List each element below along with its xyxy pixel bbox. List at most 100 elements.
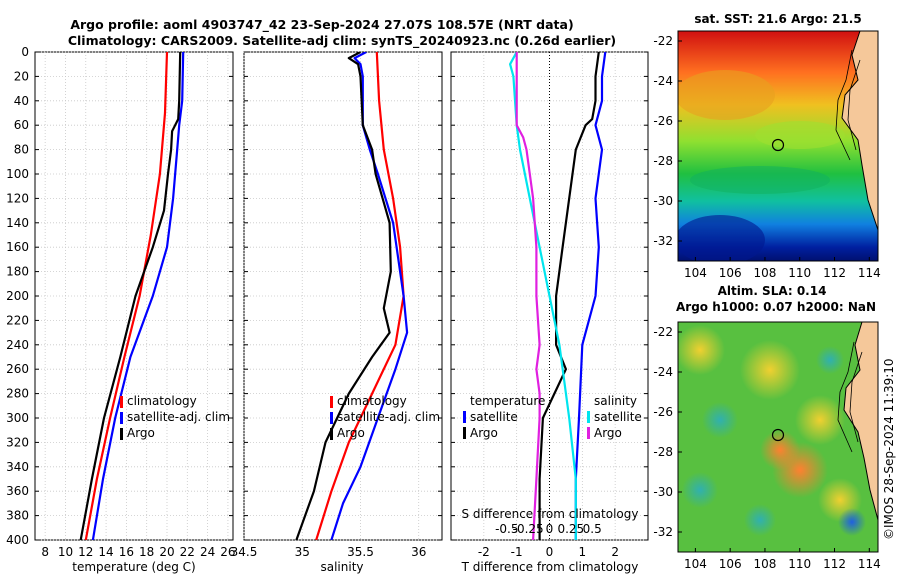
x-top-tick-label: 0.5 bbox=[583, 522, 602, 536]
x-tick-label: 0 bbox=[546, 545, 554, 559]
sla-blob bbox=[795, 395, 845, 445]
depth-tick-label: 0 bbox=[21, 45, 29, 59]
series-line-argo bbox=[295, 52, 392, 540]
x-tick-label: 35.5 bbox=[347, 545, 374, 559]
bathymetry-contour bbox=[835, 49, 853, 161]
legend-t-argo-swatch bbox=[463, 427, 466, 439]
difference-legend-salinity: salinity satellite Argo bbox=[587, 394, 642, 440]
legend-climatology-swatch bbox=[120, 396, 123, 408]
legend-argo-label: Argo bbox=[127, 426, 155, 440]
x-top-tick-label: 0.25 bbox=[557, 522, 584, 536]
series-line-satellite-adj-clim bbox=[330, 52, 409, 540]
x-tick-label: -2 bbox=[478, 545, 490, 559]
series-line-climatology bbox=[84, 52, 169, 540]
salinity-panel: 34.5 35 35.5 36 salinity climatology satell… bbox=[231, 51, 443, 574]
sla-map-frame bbox=[677, 321, 879, 553]
depth-tick-label: 180 bbox=[6, 265, 29, 279]
latitude-tick-label: -26 bbox=[653, 405, 673, 419]
difference-panel: -2 -1 0 1 2 -0.5-0.25 0 0.250.5 S difference f… bbox=[450, 51, 649, 574]
sst-map-title: sat. SST: 21.6 Argo: 21.5 bbox=[694, 12, 861, 26]
legend-t-satellite-label: satellite bbox=[470, 410, 518, 424]
depth-tick-label: 20 bbox=[14, 69, 29, 83]
depth-tick-label: 260 bbox=[6, 362, 29, 376]
argo-float-marker bbox=[771, 138, 785, 152]
x-tick-label: 10 bbox=[58, 545, 73, 559]
latitude-tick-label: -32 bbox=[653, 525, 673, 539]
legend-t-satellite-swatch bbox=[463, 411, 466, 423]
series-line-t-satellite bbox=[574, 52, 607, 540]
legend-argo-label: Argo bbox=[337, 426, 365, 440]
longitude-tick-label: 108 bbox=[754, 266, 777, 280]
sst-map-frame bbox=[677, 30, 879, 262]
x-tick-label: 16 bbox=[119, 545, 134, 559]
longitude-tick-label: 106 bbox=[719, 266, 742, 280]
sst-cold-patch bbox=[678, 215, 765, 261]
depth-tick-label: 400 bbox=[6, 533, 29, 547]
temperature-difference-label: T difference from climatology bbox=[461, 560, 639, 574]
series-line-satellite-adj-clim bbox=[91, 52, 185, 540]
x-top-tick-label: -0.5 bbox=[495, 522, 518, 536]
sla-blob bbox=[816, 346, 844, 374]
x-tick-label: 2 bbox=[611, 545, 619, 559]
depth-tick-label: 40 bbox=[14, 94, 29, 108]
latitude-tick-label: -24 bbox=[653, 74, 673, 88]
longitude-tick-label: 112 bbox=[823, 266, 846, 280]
depth-tick-label: 240 bbox=[6, 338, 29, 352]
depth-tick-label: 360 bbox=[6, 484, 29, 498]
bathymetry-contour bbox=[849, 351, 863, 443]
salinity-xlabel: salinity bbox=[320, 560, 363, 574]
depth-tick-label: 200 bbox=[6, 289, 29, 303]
depth-tick-label: 120 bbox=[6, 191, 29, 205]
sla-blob bbox=[682, 472, 718, 508]
x-tick-label: 18 bbox=[139, 545, 154, 559]
x-tick-label: 20 bbox=[159, 545, 174, 559]
imos-credit: ©IMOS 28-Sep-2024 11:39:10 bbox=[882, 358, 896, 540]
x-tick-label: 36 bbox=[411, 545, 426, 559]
australia-coastline bbox=[843, 322, 878, 521]
legend-s-satellite-label: satellite bbox=[594, 410, 642, 424]
legend-climatology-label: climatology bbox=[337, 394, 407, 408]
depth-tick-label: 280 bbox=[6, 387, 29, 401]
legend-s-argo-label: Argo bbox=[594, 426, 622, 440]
sla-blob bbox=[838, 508, 866, 536]
x-top-tick-label: 0 bbox=[546, 522, 554, 536]
latitude-tick-label: -30 bbox=[653, 194, 673, 208]
x-tick-label: 22 bbox=[180, 545, 195, 559]
sla-blob bbox=[740, 340, 800, 400]
sla-map-title-line2: Argo h1000: 0.07 h2000: NaN bbox=[676, 300, 876, 314]
legend-satellite-swatch bbox=[330, 412, 333, 424]
sla-blob bbox=[760, 430, 800, 470]
x-tick-label: 14 bbox=[98, 545, 113, 559]
x-top-tick-label: -0.25 bbox=[513, 522, 544, 536]
latitude-tick-label: -22 bbox=[653, 325, 673, 339]
sla-blob bbox=[744, 504, 776, 536]
legend-climatology-swatch bbox=[330, 396, 333, 408]
legend-t-argo-label: Argo bbox=[470, 426, 498, 440]
series-line-argo bbox=[79, 52, 182, 540]
x-tick-label: 35 bbox=[295, 545, 310, 559]
x-tick-label: 34.5 bbox=[231, 545, 258, 559]
legend-satellite-label: satellite-adj. clim bbox=[127, 410, 230, 424]
temperature-legend: climatology satellite-adj. clim Argo bbox=[120, 394, 230, 440]
depth-tick-label: 100 bbox=[6, 167, 29, 181]
legend-satellite-swatch bbox=[120, 412, 123, 424]
longitude-tick-label: 110 bbox=[788, 557, 811, 571]
latitude-tick-label: -26 bbox=[653, 114, 673, 128]
latitude-tick-label: -32 bbox=[653, 234, 673, 248]
x-tick-label: 1 bbox=[579, 545, 587, 559]
latitude-tick-label: -28 bbox=[653, 154, 673, 168]
sla-blob bbox=[678, 325, 725, 375]
sst-cool-patch bbox=[690, 166, 830, 194]
bathymetry-contour bbox=[837, 341, 855, 453]
legend-climatology-label: climatology bbox=[127, 394, 197, 408]
legend-argo-swatch bbox=[330, 428, 333, 440]
depth-tick-label: 140 bbox=[6, 216, 29, 230]
longitude-tick-label: 110 bbox=[788, 266, 811, 280]
legend-temperature-title: temperature bbox=[470, 394, 545, 408]
series-line-t-argo bbox=[538, 52, 600, 540]
sst-map-panel: sat. SST: 21.6 Argo: 21.5 104 106 108 110 11… bbox=[653, 12, 880, 280]
x-tick-label: 26 bbox=[220, 545, 235, 559]
depth-tick-label: 160 bbox=[6, 240, 29, 254]
latitude-tick-label: -22 bbox=[653, 34, 673, 48]
